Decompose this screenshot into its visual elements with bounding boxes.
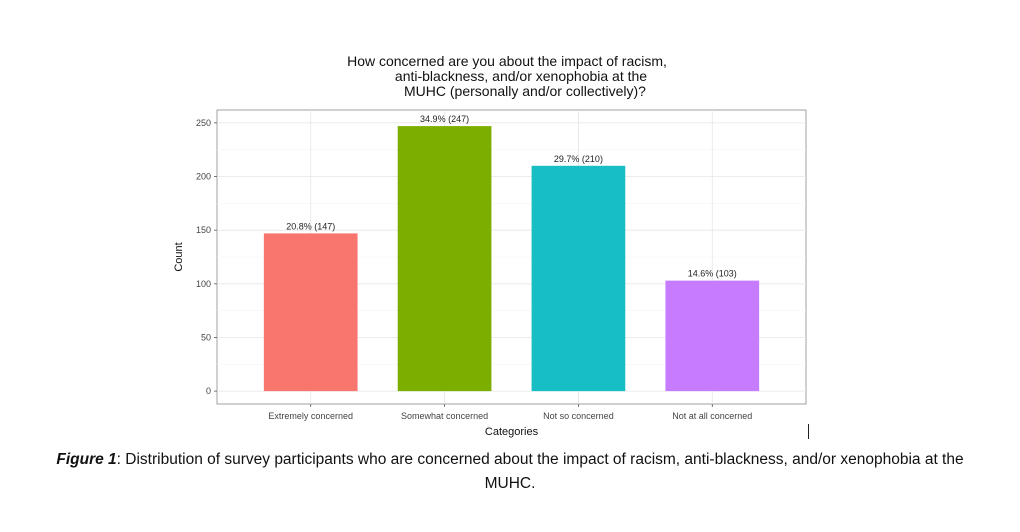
chart-title-line: anti-blackness, and/or xenophobia at the <box>395 68 647 84</box>
bar-data-label: 20.8% (147) <box>286 221 335 231</box>
figure-caption: Figure 1: Distribution of survey partici… <box>30 448 990 496</box>
bar-somewhat-concerned <box>397 126 492 392</box>
bar-data-label: 14.6% (103) <box>688 269 737 279</box>
chart-title: How concerned are you about the impact o… <box>347 53 667 99</box>
x-tick-label: Somewhat concerned <box>401 411 488 421</box>
x-axis-title: Categories <box>485 426 539 438</box>
bar-data-label: 34.9% (247) <box>420 114 469 124</box>
y-tick-label: 100 <box>196 279 211 289</box>
caption-text: : Distribution of survey participants wh… <box>116 451 964 492</box>
chart-title-line: MUHC (personally and/or collectively)? <box>404 83 646 99</box>
y-tick-label: 150 <box>196 225 211 235</box>
x-tick-label: Not so concerned <box>543 411 614 421</box>
text-cursor <box>808 424 809 439</box>
bars <box>263 126 760 392</box>
bar-not-so-concerned <box>531 165 626 392</box>
y-axis-title: Count <box>173 242 185 271</box>
chart-title-line: How concerned are you about the impact o… <box>347 53 667 69</box>
x-axis: Extremely concerned Somewhat concerned Not… <box>268 404 752 421</box>
y-tick-label: 250 <box>196 118 211 128</box>
data-labels: 20.8% (147) 34.9% (247) 29.7% (210) 14.6% (… <box>286 114 737 279</box>
x-tick-label: Extremely concerned <box>268 411 353 421</box>
x-tick-label: Not at all concerned <box>672 411 752 421</box>
bar-not-at-all-concerned <box>665 280 760 392</box>
y-tick-label: 0 <box>206 386 211 396</box>
figure-label: Figure 1 <box>56 451 117 468</box>
bar-data-label: 29.7% (210) <box>554 154 603 164</box>
y-tick-label: 200 <box>196 172 211 182</box>
bar-extremely-concerned <box>263 233 358 392</box>
y-axis: 0 50 100 150 200 250 <box>196 118 217 396</box>
y-tick-label: 50 <box>201 332 211 342</box>
